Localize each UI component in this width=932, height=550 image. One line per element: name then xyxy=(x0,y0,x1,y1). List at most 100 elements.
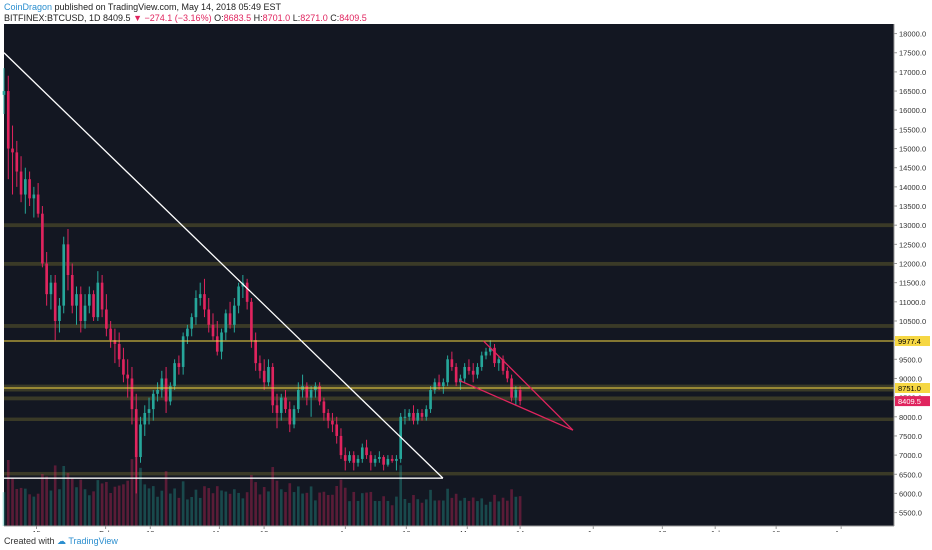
volume-bar xyxy=(424,499,428,526)
tradingview-brand[interactable]: TradingView xyxy=(68,536,118,546)
volume-bar xyxy=(190,497,194,526)
volume-bar xyxy=(476,501,479,526)
trend-line xyxy=(458,379,574,431)
candle-body xyxy=(237,286,240,306)
volume-bar xyxy=(292,492,296,526)
time-tick-label: 14 xyxy=(516,529,524,532)
volume-bar xyxy=(326,495,330,526)
candle-body xyxy=(160,378,164,390)
candle-body xyxy=(356,458,360,463)
volume-bar xyxy=(514,496,518,526)
candle-body xyxy=(386,458,390,465)
high-value: 8701.0 xyxy=(262,13,291,23)
candle-body xyxy=(19,171,23,195)
volume-bar xyxy=(429,489,432,526)
time-axis-background xyxy=(0,526,932,532)
horizontal-zone xyxy=(4,324,894,328)
volume-bar xyxy=(2,492,6,526)
price-label-box xyxy=(895,336,930,347)
candle-body xyxy=(220,332,223,352)
candle-body xyxy=(194,297,198,318)
volume-bar xyxy=(369,491,373,526)
time-tick-label: 18 xyxy=(658,529,666,532)
candle-body xyxy=(373,458,377,463)
candle-body xyxy=(429,389,432,410)
volume-bar xyxy=(11,477,14,526)
volume-bar xyxy=(75,487,78,526)
author-link[interactable]: CoinDragon xyxy=(4,2,53,12)
candle-body xyxy=(100,282,104,310)
volume-bar xyxy=(386,500,390,526)
volume-bar xyxy=(151,486,155,526)
volume-bar xyxy=(467,500,471,526)
price-tick-label: 10500.0 xyxy=(899,317,926,326)
candle-body xyxy=(365,447,368,456)
candle-body xyxy=(493,347,496,364)
symbol-legend: BITFINEX:BTCUSD, 1D 8409.5 ▼ −274.1 (−3.… xyxy=(4,13,367,23)
price-chart[interactable]: 5500.06000.06500.07000.07500.08000.08500… xyxy=(0,24,932,532)
volume-bar xyxy=(143,484,147,526)
candle-body xyxy=(271,366,275,406)
volume-bar xyxy=(433,500,437,526)
candle-body xyxy=(284,397,287,410)
candle-body xyxy=(343,455,347,461)
candle-body xyxy=(2,91,6,95)
candle-body xyxy=(437,382,441,387)
volume-bar xyxy=(399,465,403,526)
candle-body xyxy=(454,366,458,383)
volume-bar xyxy=(109,493,112,526)
volume-bar xyxy=(305,492,309,526)
candle-body xyxy=(96,282,100,318)
candle-body xyxy=(275,405,279,413)
candle-body xyxy=(420,412,424,417)
volume-bar xyxy=(284,492,287,526)
volume-bar xyxy=(506,500,509,526)
candle-body xyxy=(279,397,283,413)
volume-bar xyxy=(356,500,360,526)
candle-body xyxy=(36,194,40,214)
open-value: 8683.5 xyxy=(223,13,252,23)
volume-bar xyxy=(442,500,445,526)
volume-bar xyxy=(378,501,381,526)
symbol-label[interactable]: BITFINEX:BTCUSD, 1D xyxy=(4,13,101,23)
volume-bar xyxy=(215,486,219,526)
candle-body xyxy=(262,370,266,383)
volume-bar xyxy=(403,499,407,526)
volume-bar xyxy=(318,492,321,526)
candle-body xyxy=(122,359,125,375)
volume-bar xyxy=(484,504,488,526)
volume-bar xyxy=(79,479,83,526)
candle-body xyxy=(292,409,296,425)
horizontal-zone xyxy=(4,396,894,401)
time-tick-label: Apr xyxy=(340,529,352,532)
candle-body xyxy=(198,294,202,298)
volume-bar xyxy=(365,492,368,526)
volume-bar xyxy=(258,494,262,526)
time-tick-label: Jun xyxy=(587,529,599,532)
volume-bar xyxy=(360,493,364,526)
price-tick-label: 13500.0 xyxy=(899,202,926,211)
volume-bar xyxy=(233,489,236,526)
price-tick-label: 17500.0 xyxy=(899,49,926,58)
candle-body xyxy=(92,294,95,318)
price-tick-label: 14000.0 xyxy=(899,183,926,192)
volume-bar xyxy=(100,483,104,526)
volume-bar xyxy=(194,489,198,526)
price-tick-label: 11500.0 xyxy=(899,279,926,288)
created-with-text: Created with xyxy=(4,536,55,546)
volume-bar xyxy=(331,494,334,526)
candle-body xyxy=(250,301,253,341)
plot-background xyxy=(4,24,894,526)
price-tick-label: 15000.0 xyxy=(899,145,926,154)
candle-body xyxy=(186,328,189,337)
volume-bar xyxy=(177,497,181,526)
candle-body xyxy=(348,455,351,461)
candle-body xyxy=(309,389,313,398)
candle-body xyxy=(105,309,108,329)
candle-body xyxy=(497,359,501,364)
candle-body xyxy=(484,351,488,356)
price-tick-label: 15500.0 xyxy=(899,125,926,134)
volume-bar xyxy=(488,501,492,526)
volume-bar xyxy=(6,460,10,526)
volume-bar xyxy=(113,486,117,526)
